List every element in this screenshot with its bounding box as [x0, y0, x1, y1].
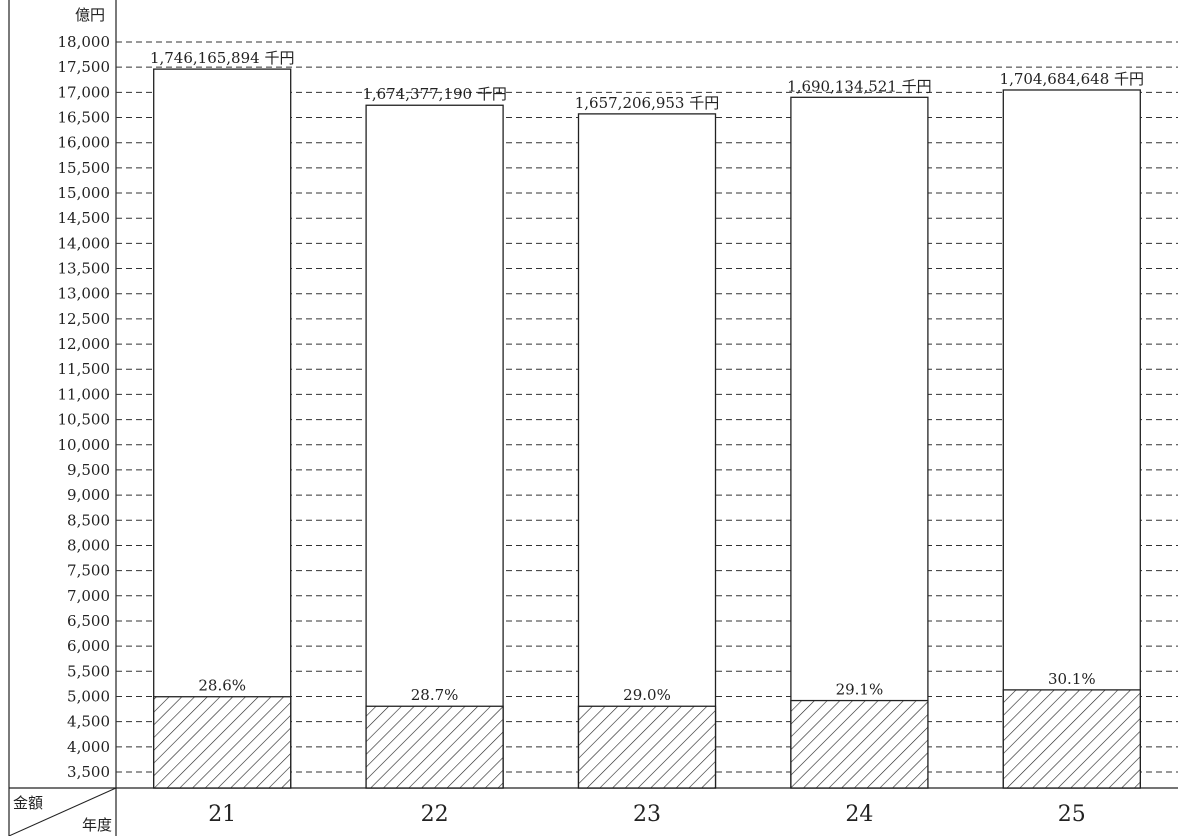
bar-total — [577, 113, 717, 789]
y-tick-labels: 3,500 4,000 4,500 5,000 5,500 6,000 6,500 7,000… — [58, 33, 111, 781]
y-tick-label: 7,000 — [67, 587, 110, 605]
total-value-label: 1,704,684,648 千円 — [1000, 70, 1145, 88]
y-tick-label: 8,500 — [67, 511, 110, 529]
x-tick-label: 22 — [421, 802, 449, 827]
y-tick-label: 10,000 — [58, 436, 111, 454]
share-value-label: 28.6% — [198, 677, 246, 695]
y-tick-label: 4,000 — [67, 738, 110, 756]
corner-label-amount: 金額 — [13, 794, 43, 812]
y-tick-label: 14,000 — [58, 234, 111, 252]
bar-total — [1002, 89, 1141, 789]
bar-share — [1002, 689, 1141, 789]
y-tick-label: 13,500 — [58, 260, 111, 278]
y-tick-label: 12,500 — [58, 310, 111, 328]
y-tick-label: 10,500 — [58, 411, 111, 429]
y-tick-label: 15,000 — [58, 184, 111, 202]
total-value-label: 1,674,377,190 千円 — [362, 85, 507, 103]
total-value-label: 1,690,134,521 千円 — [787, 77, 932, 95]
y-tick-label: 18,000 — [58, 33, 111, 51]
y-tick-label: 3,500 — [67, 763, 110, 781]
y-tick-label: 8,000 — [67, 536, 110, 554]
corner-label-year: 年度 — [82, 816, 112, 834]
y-tick-label: 16,500 — [58, 109, 111, 127]
bar-share — [790, 699, 929, 789]
bar-total — [153, 68, 292, 789]
y-unit-label: 億円 — [75, 6, 105, 24]
data-labels: 1,746,165,894 千円 28.6% 1,674,377,190 千円 28.… — [150, 49, 1144, 704]
x-tick-label: 25 — [1058, 802, 1086, 827]
y-tick-label: 6,000 — [67, 637, 110, 655]
x-tick-label: 21 — [208, 802, 236, 827]
bar-share — [365, 705, 504, 789]
y-tick-label: 11,500 — [58, 360, 111, 378]
y-tick-label: 5,500 — [67, 662, 110, 680]
y-tick-label: 6,500 — [67, 612, 110, 630]
bar-total — [790, 96, 929, 789]
y-tick-label: 7,500 — [67, 562, 110, 580]
bar-share — [153, 696, 292, 789]
share-value-label: 28.7% — [411, 686, 459, 704]
y-tick-label: 4,500 — [67, 713, 110, 731]
share-value-label: 29.0% — [623, 686, 671, 704]
y-tick-label: 13,000 — [58, 285, 111, 303]
total-value-label: 1,657,206,953 千円 — [575, 94, 720, 112]
y-tick-label: 5,000 — [67, 687, 110, 705]
y-tick-label: 11,000 — [58, 385, 111, 403]
y-tick-label: 17,500 — [58, 58, 111, 76]
bars — [153, 68, 1141, 789]
x-tick-label: 24 — [845, 802, 873, 827]
y-tick-label: 9,000 — [67, 486, 110, 504]
y-tick-label: 16,000 — [58, 134, 111, 152]
bar-share — [577, 705, 717, 789]
bar-total — [365, 104, 504, 789]
y-tick-label: 14,500 — [58, 209, 111, 227]
y-tick-label: 17,000 — [58, 83, 111, 101]
share-value-label: 29.1% — [836, 681, 884, 699]
x-tick-label: 23 — [633, 802, 661, 827]
y-tick-label: 9,500 — [67, 461, 110, 479]
x-tick-labels: 21 22 23 24 25 — [208, 802, 1086, 827]
corner-diagonal — [8, 787, 117, 836]
total-value-label: 1,746,165,894 千円 — [150, 49, 295, 67]
y-tick-label: 12,000 — [58, 335, 111, 353]
y-tick-label: 15,500 — [58, 159, 111, 177]
share-value-label: 30.1% — [1048, 670, 1096, 688]
